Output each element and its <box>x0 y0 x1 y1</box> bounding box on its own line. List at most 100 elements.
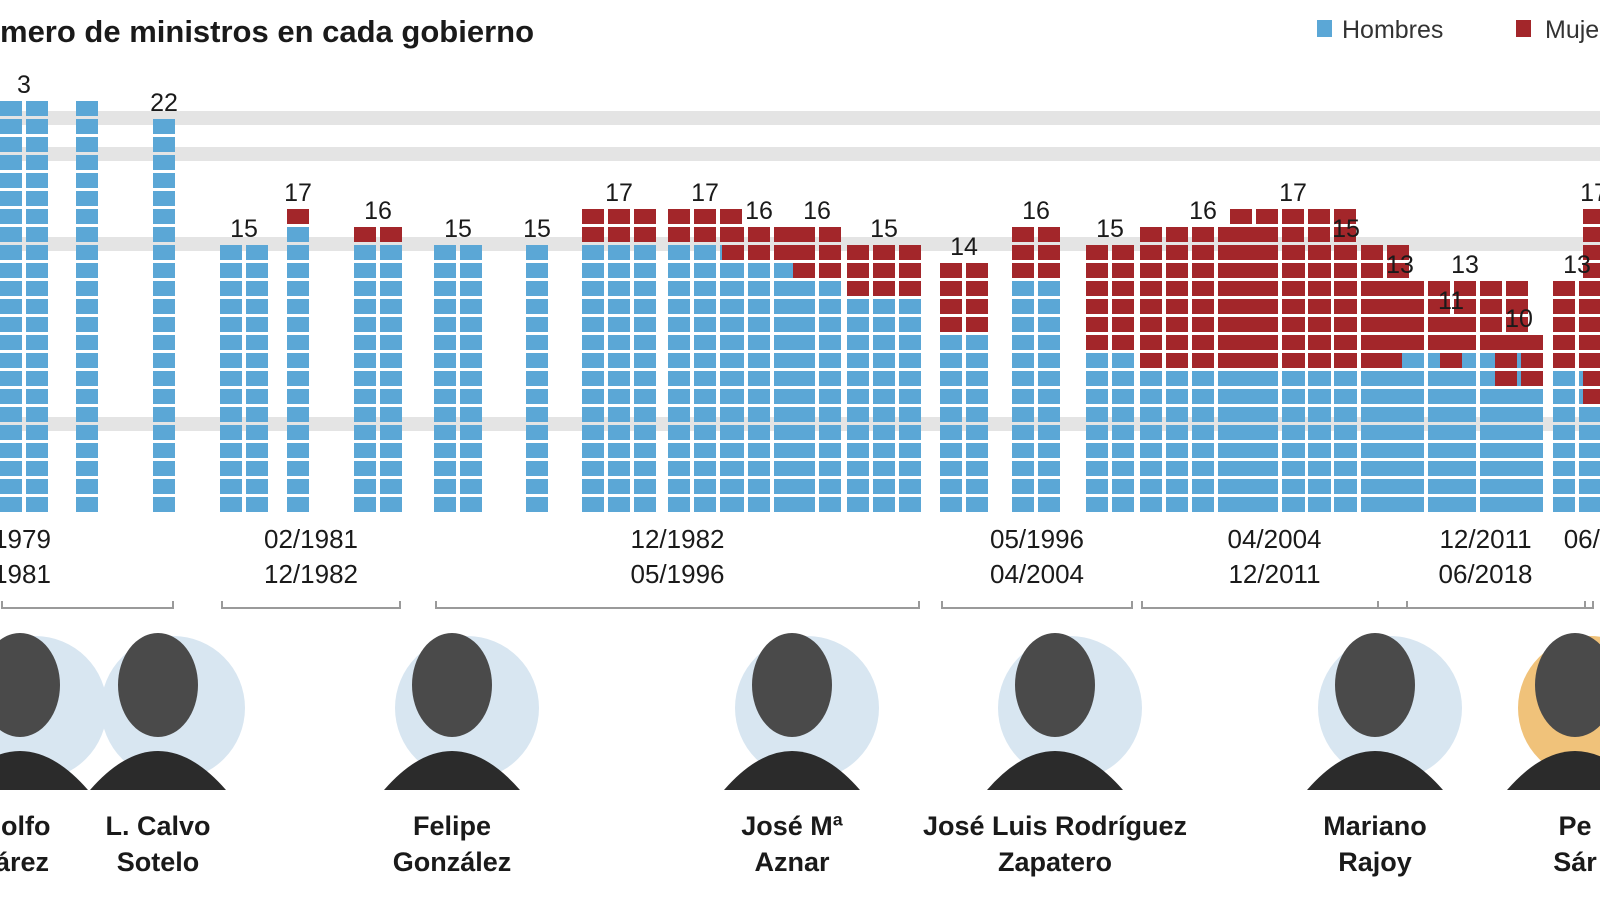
bar-block-men <box>287 227 309 242</box>
bar-block-men <box>1038 461 1060 476</box>
bar-total-label: 13 <box>1451 251 1479 279</box>
bar-block-men <box>0 371 22 386</box>
bar-block-women <box>720 209 742 224</box>
bar-block-men <box>668 443 690 458</box>
bar-block-men <box>460 263 482 278</box>
bar-block-women <box>819 245 841 260</box>
bar-block-women <box>1506 299 1528 314</box>
bar-block-women <box>1112 263 1134 278</box>
bar-block-men <box>0 209 22 224</box>
bar-block-men <box>460 317 482 332</box>
bar-block-women <box>847 263 869 278</box>
bar-block-men <box>582 443 604 458</box>
bar-block-women <box>1283 299 1305 314</box>
bar-block-women <box>1361 245 1383 260</box>
bar-block-men <box>220 353 242 368</box>
bar-block-women <box>1230 227 1252 242</box>
bar-block-women <box>694 209 716 224</box>
bar-block-men <box>434 479 456 494</box>
bar-block-men <box>873 497 895 512</box>
bar-block-men <box>1038 317 1060 332</box>
bar-block-men <box>634 497 656 512</box>
bar-block-men <box>1440 497 1462 512</box>
bar-block-men <box>774 335 796 350</box>
bar-block-men <box>1583 443 1600 458</box>
bar <box>354 227 402 512</box>
bar-block-women <box>1583 389 1600 404</box>
bar-block-men <box>526 371 548 386</box>
bar-block-women <box>694 227 716 242</box>
bar-block-men <box>434 371 456 386</box>
bar-block-women <box>608 209 630 224</box>
bar-block-men <box>434 353 456 368</box>
bar-block-men <box>819 461 841 476</box>
bar-block-men <box>76 335 98 350</box>
bar-block-men <box>1583 479 1600 494</box>
bar-block-women <box>1440 353 1462 368</box>
bar-block-men <box>668 353 690 368</box>
bar-block-men <box>0 461 22 476</box>
bar-block-men <box>153 407 175 422</box>
bar-block-men <box>246 299 268 314</box>
portrait-head <box>1535 633 1600 737</box>
bar-block-men <box>1256 479 1278 494</box>
bar-block-men <box>748 281 770 296</box>
bar-block-men <box>819 371 841 386</box>
bar-block-men <box>0 479 22 494</box>
bar-block-women <box>1166 263 1188 278</box>
bar-block-women <box>1086 245 1108 260</box>
bar-block-women <box>966 317 988 332</box>
bar-block-men <box>1309 479 1331 494</box>
bar-block-men <box>76 119 98 134</box>
bar-block-women <box>722 227 744 242</box>
bar-block-women <box>1376 299 1398 314</box>
bar-block-men <box>668 317 690 332</box>
bar-block-men <box>26 173 48 188</box>
bar-block-men <box>76 371 98 386</box>
bar-block-men <box>0 389 22 404</box>
bar-block-women <box>1480 317 1502 332</box>
bar-block-women <box>1166 227 1188 242</box>
portrait-shoulders <box>90 751 226 790</box>
bar-block-women <box>1583 209 1600 224</box>
bar-block-men <box>582 497 604 512</box>
bar-block-men <box>1309 407 1331 422</box>
bar-block-men <box>1086 389 1108 404</box>
bar-block-men <box>380 245 402 260</box>
period-start-date: 06/2 <box>1564 524 1600 554</box>
bar-block-men <box>153 443 175 458</box>
portrait-shoulders <box>384 751 520 790</box>
bar-block-men <box>1440 425 1462 440</box>
bar-block-women <box>1230 353 1252 368</box>
legend-label-men: Hombres <box>1342 16 1443 44</box>
bar-block-men <box>26 461 48 476</box>
periods-layer: 1979 1981 lolfo árez 02/1981 12/1982 L. Calvo S… <box>0 524 1600 877</box>
bar-block-women <box>1309 299 1331 314</box>
bar-block-men <box>76 101 98 116</box>
chart-title: mero de ministros en cada gobierno <box>0 14 534 49</box>
bar-block-men <box>722 281 744 296</box>
pm-name-line1: José Luis Rodríguez <box>923 811 1187 841</box>
bar-block-women <box>1309 317 1331 332</box>
bar-block-women <box>1086 281 1108 296</box>
bar-block-men <box>1038 425 1060 440</box>
bar-block-women <box>1283 281 1305 296</box>
bar-block-men <box>153 461 175 476</box>
bar-block-men <box>1140 407 1162 422</box>
bar-block-women <box>1335 263 1357 278</box>
bar-block-men <box>847 479 869 494</box>
bar-block-men <box>246 443 268 458</box>
bar-block-men <box>694 281 716 296</box>
bar-block-men <box>793 299 815 314</box>
period-start-date: 02/1981 <box>264 524 358 554</box>
period-start-date: 12/1982 <box>631 524 725 554</box>
bar-block-men <box>354 335 376 350</box>
bar <box>287 209 309 512</box>
bar-block-men <box>1012 407 1034 422</box>
bar-block-women <box>634 209 656 224</box>
bar-block-men <box>153 281 175 296</box>
bar-block-men <box>873 317 895 332</box>
bar-block-men <box>819 443 841 458</box>
bar-block-men <box>582 461 604 476</box>
bar-block-men <box>722 389 744 404</box>
